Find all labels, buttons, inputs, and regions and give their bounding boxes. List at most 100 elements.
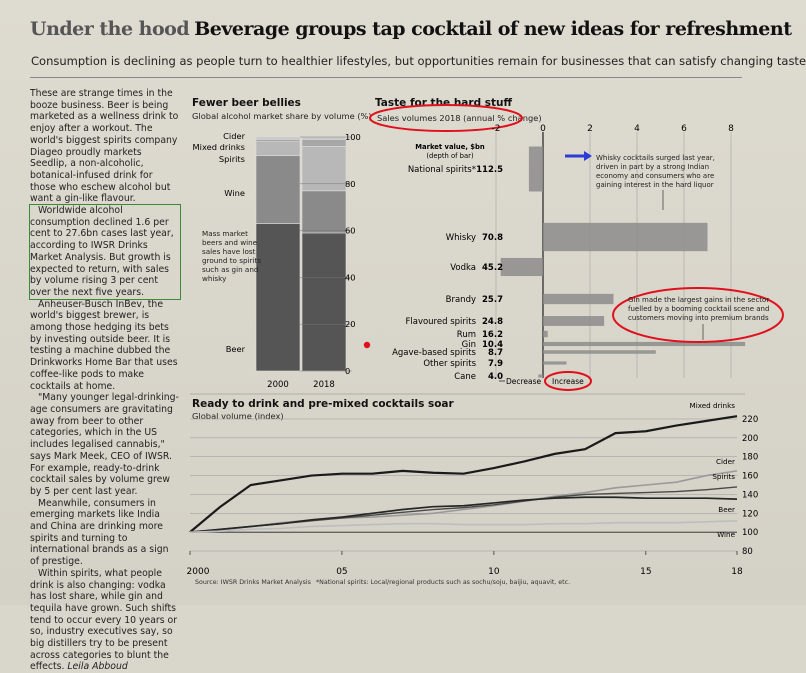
article-paragraph: Meanwhile, consumers in emerging markets… [30, 497, 169, 568]
source-note: Source: IWSR Drinks Market Analysis [195, 579, 311, 586]
spirits-bar-vodka [500, 257, 543, 277]
note-line: Gin made the largest gains in the sector [628, 296, 769, 304]
beer-tick-label: 80 [345, 179, 356, 189]
spirits-category-label: National spirits* [408, 165, 476, 175]
rtd-x-tick: 18 [731, 567, 743, 577]
spirits-tick-label: -2 [492, 124, 501, 134]
rtd-series-label: Wine [717, 530, 736, 539]
note-line: gaining interest in the hard liquor [596, 181, 714, 189]
headline-title: Beverage groups tap cocktail of new idea… [194, 18, 792, 40]
spirits-bar-gin [543, 341, 746, 347]
beer-bar-beer-2018 [301, 232, 347, 372]
note-line: customers moving into premium brands [628, 314, 769, 322]
rtd-y-tick: 140 [742, 490, 758, 500]
rtd-line-beer [189, 496, 738, 533]
beer-chart: Fewer beer bellies Global alcohol market… [192, 97, 372, 390]
callout-line: ground to spirits [202, 256, 261, 265]
beer-chart-subtitle: Global alcohol market share by volume (%… [192, 111, 372, 121]
red-circle-gin-note [612, 287, 784, 343]
spirits-bar-cane [538, 374, 543, 378]
spirits-market-value: 10.4 [482, 340, 503, 350]
article-paragraph: These are strange times in the booze bus… [30, 88, 179, 205]
spirits-category-label: Other spirits [423, 359, 476, 369]
note-line: Whisky cocktails surged last year, [596, 154, 715, 162]
beer-bar-beer-2000 [255, 223, 301, 372]
beer-bars [255, 136, 347, 372]
beer-bar-spirits-2000 [255, 141, 301, 157]
note-line: economy and consumers who are [596, 172, 714, 180]
beer-tick-label: 20 [345, 319, 356, 329]
spirits-bar-rum [543, 330, 548, 338]
red-circle-annotation [369, 104, 523, 132]
beer-tick-label: 40 [345, 272, 356, 282]
rtd-chart-subtitle: Global volume (index) [192, 411, 284, 421]
spirits-category-label: Rum [457, 330, 476, 340]
subhead: Consumption is declining as people turn … [31, 54, 806, 68]
red-dot-annotation [363, 341, 371, 349]
spirits-category-label: Gin [462, 340, 476, 350]
spirits-category-label: Agave-based spirits [392, 348, 476, 358]
spirits-labels: National spirits* 112.5 Whisky 70.8 Vodka 45.… [392, 165, 503, 382]
label-mixed-drinks: Mixed drinks [193, 142, 246, 152]
rtd-grid: 80 100 120 140 160 180 200 220 2000 05 10 15 18 [187, 415, 759, 577]
callout-line: such as gin and [202, 265, 258, 274]
red-circle-increase [544, 371, 592, 391]
beer-tick-label: 100 [345, 132, 361, 142]
callout-line: whisky [202, 274, 227, 283]
rtd-series-label: Cider [716, 457, 735, 466]
label-spirits: Spirits [219, 154, 245, 164]
rtd-line-cider [189, 470, 738, 533]
beer-bar-spirits-2018 [301, 146, 347, 192]
headline-kicker: Under the hood [30, 18, 190, 40]
spirits-bar-other-spirits [543, 361, 567, 365]
rtd-chart-title: Ready to drink and pre-mixed cocktails s… [192, 398, 455, 410]
spirits-market-value: 70.8 [482, 233, 503, 243]
spirits-chart-subtitle: Sales volumes 2018 (annual % change) [377, 113, 542, 123]
headline: Under the hood Beverage groups tap cockt… [30, 18, 792, 40]
spirits-market-value: 25.7 [482, 295, 503, 305]
rtd-y-tick: 80 [742, 547, 753, 557]
rtd-lines [189, 415, 738, 533]
spirits-tick-label: 0 [540, 124, 546, 134]
spirits-bar-flavoured-spirits [543, 316, 605, 326]
rtd-chart: Ready to drink and pre-mixed cocktails s… [187, 398, 759, 577]
rtd-y-tick: 120 [742, 509, 758, 519]
spirits-tick-label: 2 [587, 124, 593, 134]
note-line: fuelled by a booming cocktail scene and [628, 305, 769, 313]
spirits-category-label: Vodka [450, 263, 476, 273]
rtd-y-tick: 100 [742, 528, 758, 538]
spirits-tick-label: 8 [728, 124, 734, 134]
gin-note: Gin made the largest gains in the sector… [628, 296, 769, 322]
callout-line: Mass market [202, 229, 248, 238]
spirits-market-value: 24.8 [482, 317, 503, 327]
spirits-category-label: Flavoured spirits [405, 317, 476, 327]
spirits-market-value: 4.0 [488, 372, 503, 382]
spirits-category-label: Whisky [446, 233, 476, 243]
spirits-category-label: Brandy [446, 295, 476, 305]
rtd-y-tick: 200 [742, 434, 758, 444]
article-paragraph: Anheuser-Busch InBev, the world's bigges… [30, 298, 178, 392]
rtd-series-label: Beer [718, 505, 735, 514]
spirits-category-label: Cane [454, 372, 476, 382]
year-2000-label: 2000 [267, 380, 289, 390]
rtd-y-tick: 220 [742, 415, 758, 425]
rtd-line-mixed-drinks [189, 415, 738, 533]
rtd-y-tick: 160 [742, 472, 758, 482]
spirits-bars [500, 146, 746, 378]
byline: Leila Abboud [67, 661, 128, 673]
rtd-x-tick: 05 [336, 567, 347, 577]
beer-bar-wine-2000 [255, 155, 301, 224]
article-column: These are strange times in the booze bus… [29, 88, 181, 673]
beer-tick-label: 60 [345, 226, 356, 236]
rtd-line-wine [189, 520, 738, 533]
whisky-note: Whisky cocktails surged last year, drive… [596, 154, 715, 189]
spirits-bar-agave-based-spirits [543, 350, 656, 354]
rtd-series-label: Mixed drinks [690, 401, 736, 410]
beer-callout: Mass market beers and wine sales have lo… [202, 229, 261, 283]
beer-category-labels: Cider Mixed drinks Spirits Wine Beer [193, 131, 246, 354]
rtd-y-tick: 180 [742, 453, 758, 463]
beer-axis: 0 20 40 60 80 100 [300, 132, 361, 376]
label-beer: Beer [226, 344, 246, 354]
rtd-x-tick: 15 [640, 567, 651, 577]
